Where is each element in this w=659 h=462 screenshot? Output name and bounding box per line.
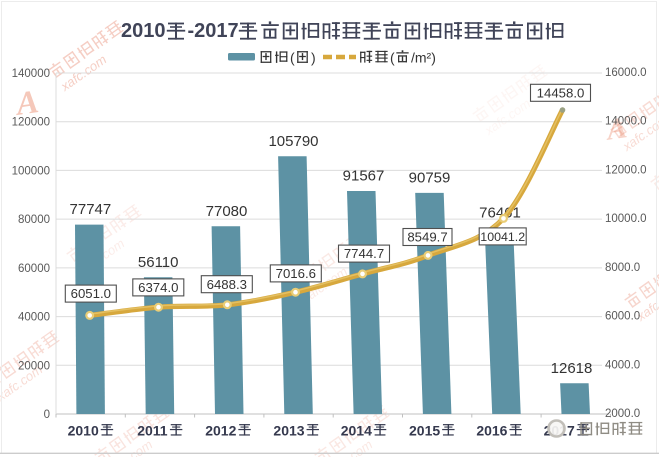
svg-text:2012: 2012	[205, 423, 236, 439]
svg-text:2016: 2016	[476, 423, 507, 439]
svg-text:4000.0: 4000.0	[605, 359, 640, 371]
svg-text:0: 0	[44, 409, 50, 421]
svg-text:100000: 100000	[12, 165, 50, 177]
svg-text:(: (	[290, 50, 295, 66]
svg-text:14000.0: 14000.0	[605, 116, 647, 128]
svg-text:2000.0: 2000.0	[605, 408, 640, 420]
svg-text:80000: 80000	[18, 214, 50, 226]
svg-text:105790: 105790	[268, 133, 318, 150]
svg-text:14458.0: 14458.0	[537, 85, 585, 100]
svg-text:8000.0: 8000.0	[605, 262, 640, 274]
svg-text:20000: 20000	[18, 360, 50, 372]
svg-text:140000: 140000	[12, 68, 50, 80]
svg-text:120000: 120000	[12, 117, 50, 129]
svg-text:7016.6: 7016.6	[276, 266, 316, 281]
svg-text:77747: 77747	[70, 201, 112, 218]
svg-text:2010: 2010	[68, 423, 99, 439]
svg-text:): )	[311, 50, 316, 66]
svg-text:/m²): /m²)	[411, 50, 436, 66]
svg-text:60000: 60000	[18, 263, 50, 275]
svg-text:6051.0: 6051.0	[71, 286, 111, 301]
svg-text:6488.3: 6488.3	[207, 277, 247, 292]
svg-text:12000.0: 12000.0	[605, 164, 647, 176]
svg-text:2010: 2010	[121, 20, 166, 42]
svg-text:16000.0: 16000.0	[605, 67, 647, 79]
svg-text:8549.7: 8549.7	[407, 230, 447, 245]
svg-text:12618: 12618	[551, 360, 593, 377]
svg-text:(: (	[390, 50, 395, 66]
svg-text:56110: 56110	[138, 254, 179, 271]
svg-text:91567: 91567	[343, 168, 385, 185]
svg-text:7744.7: 7744.7	[344, 246, 384, 261]
svg-text:77080: 77080	[206, 203, 248, 220]
svg-text:2014: 2014	[341, 423, 372, 439]
svg-text:40000: 40000	[18, 312, 50, 324]
svg-text:90759: 90759	[409, 169, 451, 186]
svg-text:2015: 2015	[409, 423, 440, 439]
svg-text:6374.0: 6374.0	[138, 280, 178, 295]
svg-text:10000.0: 10000.0	[605, 213, 647, 225]
svg-text:10041.2: 10041.2	[480, 230, 525, 244]
svg-text:-2017: -2017	[188, 20, 239, 42]
svg-text:6000.0: 6000.0	[605, 311, 640, 323]
svg-text:2011: 2011	[137, 423, 168, 439]
svg-text:2013: 2013	[273, 423, 304, 439]
